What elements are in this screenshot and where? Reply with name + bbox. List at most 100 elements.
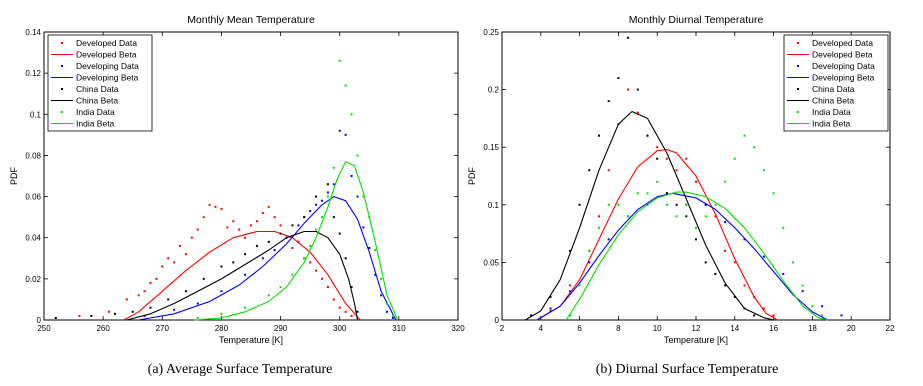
- x-tick-label: 22: [886, 324, 895, 333]
- data-point-india: [196, 316, 199, 319]
- data-point-developed: [208, 203, 211, 206]
- legend-entry: Developed Beta: [76, 50, 137, 60]
- data-point-developed: [196, 228, 199, 231]
- data-point-developed: [724, 249, 727, 252]
- series-developed: [536, 88, 778, 321]
- data-point-china: [113, 312, 116, 315]
- data-point-china: [530, 314, 533, 317]
- legend-entry: China Data: [76, 84, 119, 94]
- beta-curve-india: [565, 191, 829, 321]
- caption-b: (b) Diurnal Surface Temperature: [595, 362, 779, 377]
- data-point-india: [821, 314, 824, 317]
- y-tick-label: 0.05: [483, 258, 499, 267]
- data-point-developing: [350, 175, 353, 177]
- data-point-developed: [350, 314, 353, 317]
- data-point-developed: [125, 298, 128, 301]
- legend-entry: India Beta: [812, 119, 851, 129]
- data-point-china: [184, 290, 187, 293]
- data-point-india: [291, 273, 294, 276]
- data-point-developed: [184, 253, 187, 256]
- data-point-developed: [250, 224, 252, 227]
- data-point-developed: [733, 261, 736, 264]
- data-point-china: [617, 77, 620, 80]
- legend-marker: [797, 42, 799, 44]
- x-tick-label: 16: [769, 324, 778, 333]
- data-point-china: [350, 286, 353, 289]
- data-point-china: [685, 215, 688, 218]
- data-point-india: [646, 192, 649, 195]
- data-point-developing: [568, 290, 571, 293]
- data-point-developing: [391, 316, 394, 319]
- data-point-developed: [273, 216, 276, 219]
- data-point-developed: [675, 169, 678, 172]
- data-point-india: [588, 249, 591, 252]
- data-point-developing: [840, 314, 843, 317]
- data-point-india: [704, 215, 707, 218]
- data-point-china: [627, 36, 630, 39]
- data-point-developed: [137, 294, 140, 297]
- legend-marker: [61, 111, 63, 113]
- legend-marker: [797, 65, 799, 67]
- data-point-developed: [665, 157, 668, 160]
- data-point-india: [326, 195, 329, 198]
- data-point-developed: [714, 215, 717, 218]
- data-point-china: [636, 88, 639, 91]
- data-point-developing: [801, 290, 804, 293]
- data-point-developing: [368, 247, 371, 249]
- data-point-developed: [344, 310, 347, 313]
- legend-marker: [797, 111, 799, 113]
- series-india: [565, 134, 829, 321]
- data-point-developed: [320, 277, 323, 280]
- data-point-india: [391, 314, 394, 317]
- data-point-india: [309, 244, 312, 247]
- data-point-india: [332, 166, 335, 169]
- series-developing: [536, 192, 843, 321]
- x-tick-label: 8: [616, 324, 621, 333]
- plot-frame: [43, 31, 459, 321]
- data-point-india: [675, 215, 678, 218]
- data-point-developed: [326, 286, 329, 289]
- data-point-developing: [821, 305, 824, 308]
- data-point-developed: [161, 265, 164, 268]
- data-point-developed: [315, 269, 318, 272]
- data-point-china: [167, 298, 170, 301]
- data-point-developing: [338, 129, 341, 132]
- data-point-developed: [636, 111, 639, 114]
- data-point-china: [675, 203, 678, 206]
- y-tick-label: 0.12: [25, 69, 41, 78]
- data-point-developed: [190, 236, 193, 239]
- data-point-developed: [627, 88, 630, 91]
- data-point-developed: [167, 257, 170, 260]
- legend-entry: India Beta: [76, 119, 115, 129]
- data-point-india: [714, 203, 717, 206]
- data-point-developing: [704, 203, 707, 206]
- data-point-india: [656, 180, 659, 183]
- x-tick-label: 12: [692, 324, 701, 333]
- data-point-india: [782, 226, 785, 229]
- y-tick-label: 0.2: [488, 86, 500, 95]
- data-point-developing: [196, 302, 199, 305]
- data-point-developed: [149, 281, 152, 284]
- data-point-developing: [374, 273, 377, 276]
- data-point-developing: [220, 290, 223, 293]
- legend-entry: India Data: [812, 107, 851, 117]
- data-point-india: [279, 286, 282, 289]
- data-point-developing: [326, 191, 329, 194]
- x-tick-label: 300: [333, 324, 347, 333]
- data-point-india: [320, 216, 323, 219]
- data-point-developed: [220, 207, 223, 210]
- data-point-india: [753, 146, 756, 149]
- x-tick-label: 6: [577, 324, 582, 333]
- y-axis-label: PDF: [9, 166, 19, 185]
- data-point-developed: [656, 146, 659, 149]
- data-point-developing: [762, 255, 765, 258]
- x-tick-label: 10: [653, 324, 662, 333]
- chart-title: Monthly Mean Temperature: [187, 14, 315, 26]
- legend-box: [47, 34, 153, 132]
- y-tick-label: 0.08: [25, 151, 41, 160]
- data-point-china: [704, 261, 707, 264]
- beta-curve-developed: [536, 148, 778, 321]
- data-point-china: [244, 253, 247, 256]
- data-point-developed: [762, 307, 765, 310]
- chart-title: Monthly Diurnal Temperature: [629, 14, 764, 26]
